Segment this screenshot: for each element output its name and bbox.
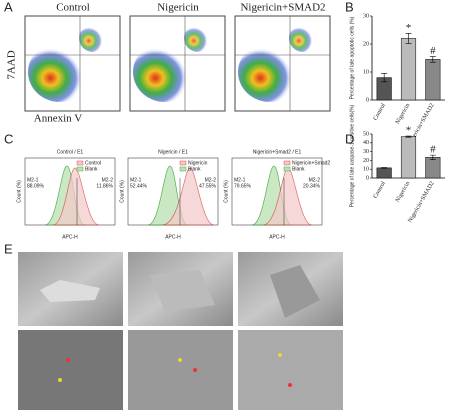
x-tick-label: Control bbox=[373, 180, 388, 199]
x-tick-label: Nigericin bbox=[395, 103, 412, 126]
column-title: Control bbox=[56, 2, 90, 14]
gate-label: M2-1 bbox=[234, 177, 246, 183]
error-bar bbox=[405, 33, 412, 44]
legend-label: Control bbox=[85, 160, 101, 166]
y-tick-label: 50 bbox=[363, 131, 369, 137]
y-tick-label: 0 bbox=[366, 97, 369, 103]
error-bar bbox=[381, 73, 388, 83]
sample-curve bbox=[52, 167, 100, 226]
scatter-cloud bbox=[289, 24, 317, 52]
error-bar bbox=[429, 154, 436, 160]
gate-percent: 47.55% bbox=[199, 183, 217, 189]
legend-label: Blank bbox=[292, 166, 305, 172]
significance-mark: # bbox=[430, 45, 436, 57]
legend-swatch bbox=[76, 160, 84, 166]
legend-label: Blank bbox=[85, 166, 98, 172]
bar bbox=[400, 136, 417, 179]
scatter-cloud bbox=[79, 24, 107, 52]
gate-label: M2-1 bbox=[27, 177, 39, 183]
bar bbox=[425, 59, 441, 101]
gate-label: M2-2 bbox=[309, 177, 321, 183]
y-axis-label: Percentage of late apoptotic cells (%) bbox=[349, 16, 355, 99]
panel-label: C bbox=[4, 131, 13, 146]
bar bbox=[400, 38, 417, 101]
axis-label: APC-H bbox=[165, 234, 181, 240]
gate-label: M2-1 bbox=[130, 177, 142, 183]
gate-percent: 88.09% bbox=[27, 183, 45, 189]
y-tick-label: 20 bbox=[363, 41, 369, 47]
column-title: Nigericin bbox=[157, 2, 199, 14]
sample-curve bbox=[161, 167, 215, 226]
bar bbox=[425, 157, 441, 179]
y-tick-label: 10 bbox=[363, 69, 369, 75]
y-tick-label: 0 bbox=[366, 175, 369, 181]
axis-label: Annexin V bbox=[34, 113, 82, 125]
bar bbox=[376, 167, 392, 179]
hist-title: Control / E1 bbox=[57, 149, 84, 155]
legend-swatch bbox=[283, 160, 291, 166]
legend-label: Blank bbox=[188, 166, 201, 172]
legend-label: Nigericin+Smad2 bbox=[292, 160, 330, 166]
scatter-cloud bbox=[184, 24, 212, 52]
gate-percent: 52.44% bbox=[130, 183, 148, 189]
significance-mark: # bbox=[430, 144, 436, 156]
gate-percent: 79.65% bbox=[234, 183, 252, 189]
legend-swatch bbox=[179, 160, 187, 166]
panel-label: A bbox=[4, 0, 13, 14]
panel-label: E bbox=[4, 241, 13, 256]
legend-swatch bbox=[283, 166, 291, 172]
gate-label: M2-2 bbox=[102, 177, 114, 183]
axis-label: APC-H bbox=[62, 234, 78, 240]
hist-title: Nigericin+Smad2 / E1 bbox=[253, 149, 302, 155]
y-tick-label: 10 bbox=[363, 167, 369, 173]
axis-label: 7AAD bbox=[6, 50, 18, 79]
scatter-cloud bbox=[133, 42, 197, 102]
axis-label: Count (%) bbox=[223, 180, 229, 203]
significance-mark: * bbox=[406, 22, 412, 34]
legend-swatch bbox=[179, 166, 187, 172]
y-tick-label: 30 bbox=[363, 13, 369, 19]
panel-label: B bbox=[345, 0, 354, 14]
y-tick-label: 30 bbox=[363, 149, 369, 155]
gate-percent: 20.34% bbox=[303, 183, 321, 189]
column-title: Nigericin+SMAD2 bbox=[240, 2, 325, 14]
y-tick-label: 40 bbox=[363, 140, 369, 146]
x-tick-label: Nigericin+SMAD2 bbox=[407, 181, 435, 224]
scatter-cloud bbox=[28, 42, 92, 102]
gate-percent: 11.86% bbox=[96, 183, 113, 189]
y-tick-label: 20 bbox=[363, 158, 369, 164]
hist-title: Nigericin / E1 bbox=[158, 149, 188, 155]
panel-label: D bbox=[345, 131, 354, 146]
error-bar bbox=[429, 56, 436, 63]
x-tick-label: Control bbox=[373, 102, 388, 121]
significance-mark: * bbox=[406, 125, 412, 137]
axis-label: APC-H bbox=[269, 234, 285, 240]
gate-label: M2-2 bbox=[205, 177, 217, 183]
x-tick-label: Nigericin bbox=[395, 181, 412, 204]
axis-label: Count (%) bbox=[16, 180, 22, 203]
legend-swatch bbox=[76, 166, 84, 172]
error-bar bbox=[405, 135, 412, 138]
error-bar bbox=[381, 167, 388, 169]
sem-images bbox=[18, 252, 343, 410]
axis-label: Count (%) bbox=[119, 180, 125, 203]
legend-label: Nigericin bbox=[188, 160, 208, 166]
y-axis-label: Percentage of late caspase-1 positive ce… bbox=[349, 104, 355, 207]
scatter-cloud bbox=[238, 42, 302, 102]
